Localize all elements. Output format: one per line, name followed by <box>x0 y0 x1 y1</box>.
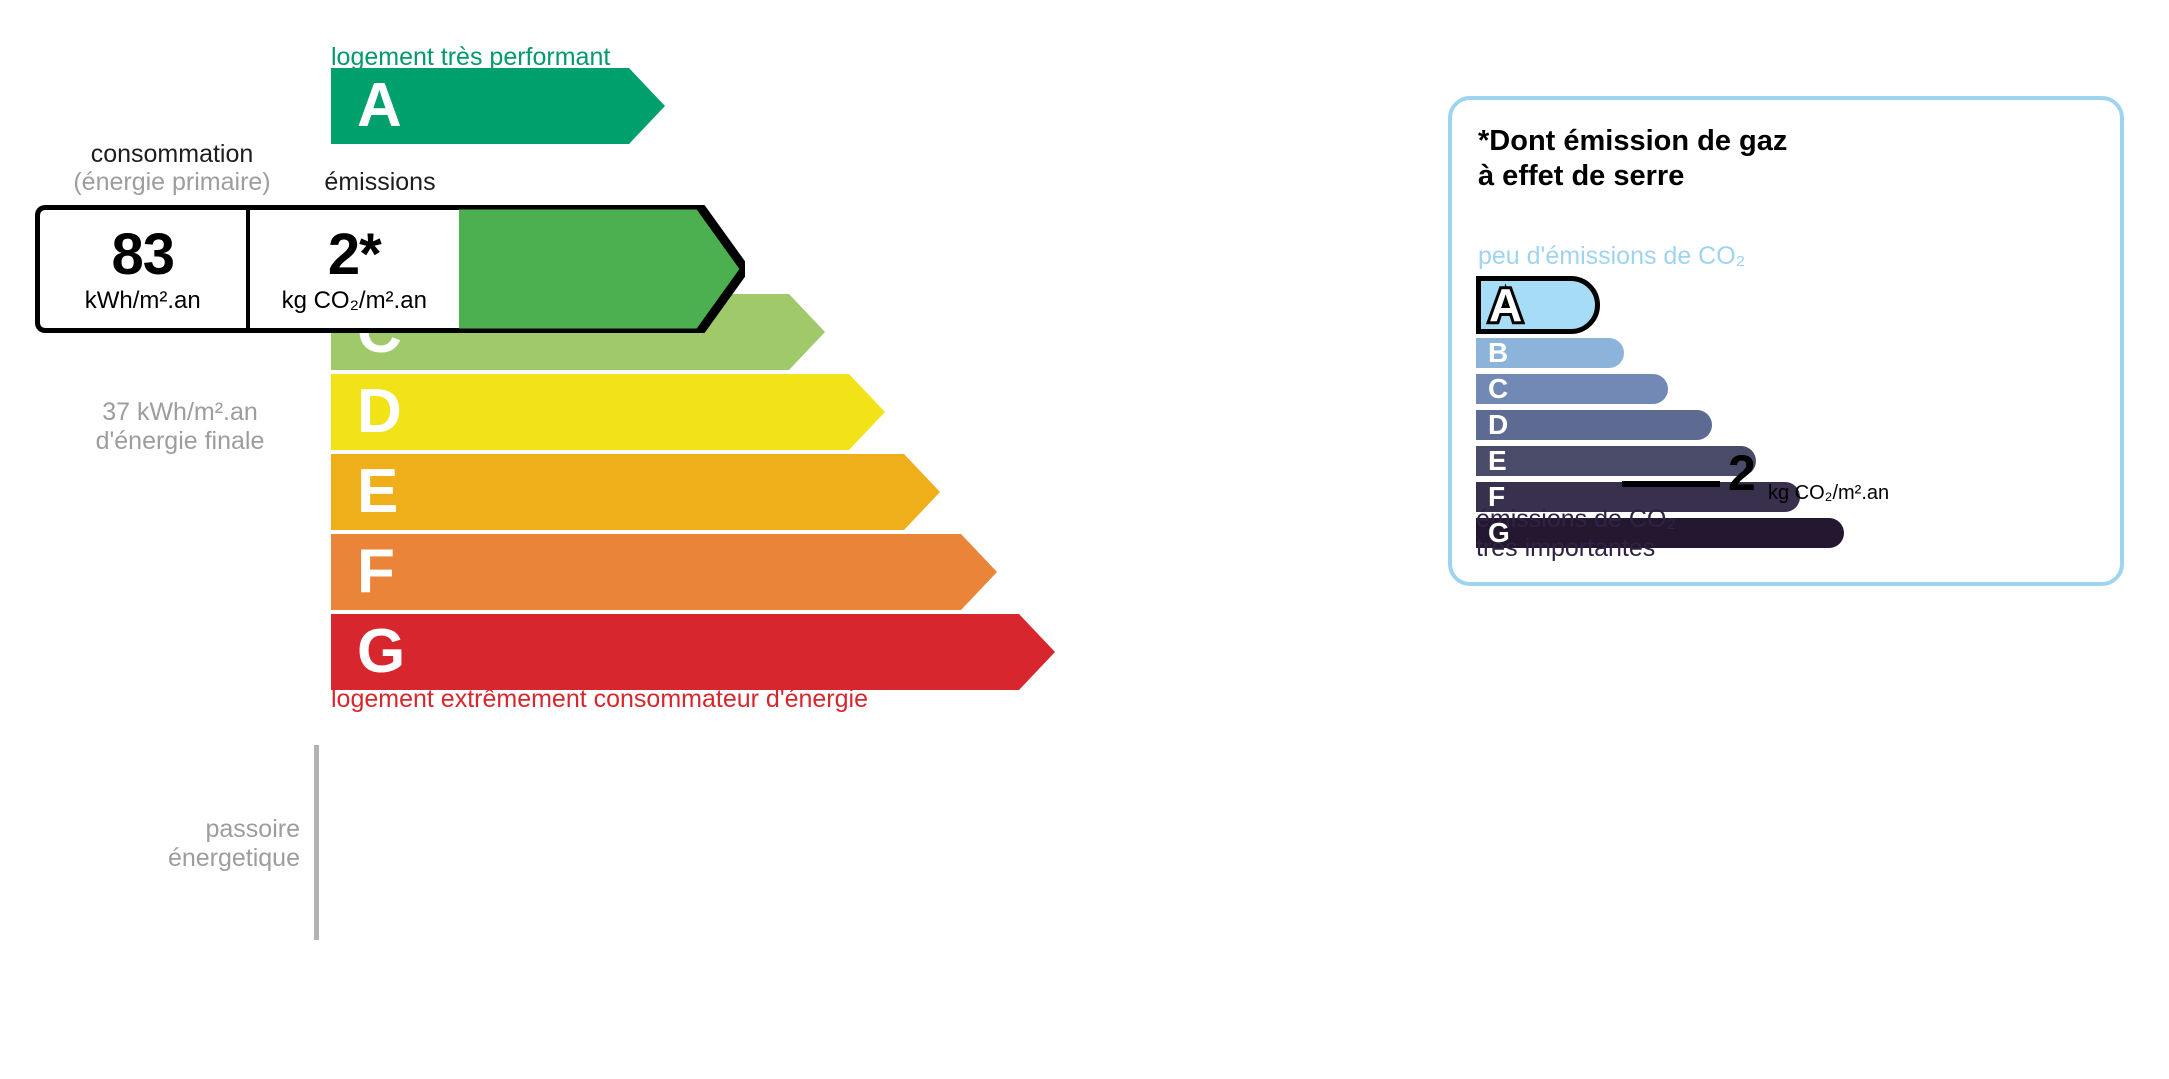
co2-bar-fill-e <box>1476 446 1756 476</box>
consumption-heading-main: consommation <box>90 140 254 168</box>
co2-bar-fill-b <box>1476 338 1624 368</box>
emissions-column-heading: émissions <box>324 168 436 196</box>
energy-bar-shape-d <box>331 374 885 450</box>
co2-bar-letter-b: B <box>1488 337 1509 368</box>
co2-bar-fill-f <box>1476 482 1800 512</box>
energy-scale-top-caption: logement très performant <box>331 43 611 71</box>
passoire-bracket-line <box>314 745 319 940</box>
co2-title-line2: à effet de serre <box>1478 159 1685 192</box>
consumption-unit: kWh/m².an <box>84 287 201 315</box>
co2-bar-letter-c: C <box>1488 373 1509 404</box>
energy-bar-e: E <box>331 454 940 530</box>
final-energy-note: 37 kWh/m².an d'énergie finale <box>35 398 325 456</box>
energy-bar-shape-e <box>331 454 940 530</box>
emissions-value: 2* <box>327 221 382 287</box>
co2-bar-letter-g: G <box>1488 517 1510 548</box>
consumption-value-cell: 83 kWh/m².an <box>40 210 250 328</box>
co2-bar-fill-d <box>1476 410 1712 440</box>
emissions-unit: kg CO₂/m².an <box>281 287 427 315</box>
co2-bar-letter-e: E <box>1488 445 1507 476</box>
co2-bar-fill-a <box>1476 276 1600 334</box>
co2-bar-b: B <box>1476 338 1624 368</box>
co2-bar-g: G <box>1476 518 1844 548</box>
passoire-line2: énergetique <box>167 843 300 872</box>
passoire-line1: passoire <box>205 815 301 843</box>
co2-bar-e: E <box>1476 446 1756 476</box>
consumption-heading-sub: (énergie primaire) <box>73 168 271 196</box>
co2-bottom-caption: émissions de CO₂ très importantes <box>1476 505 1676 563</box>
energy-bar-shape-g <box>331 614 1055 690</box>
co2-bottom-line1: émissions de CO₂ <box>1476 505 1677 533</box>
final-energy-line2: d'énergie finale <box>95 426 265 455</box>
consumption-column-heading: consommation (énergie primaire) <box>42 140 302 196</box>
co2-bar-fill-g <box>1476 518 1844 548</box>
co2-bar-f: F <box>1476 482 1800 512</box>
final-energy-line1: 37 kWh/m².an <box>102 398 258 426</box>
co2-bar-letter-a: A <box>1486 279 1525 331</box>
co2-value-unit: kg CO₂/m².an <box>1768 482 1890 504</box>
co2-bar-a: A <box>1476 276 1600 334</box>
energy-consumption-panel: logement très performant consommation (é… <box>35 43 1055 940</box>
consumption-value: 83 <box>111 221 175 287</box>
co2-top-caption: peu d'émissions de CO₂ <box>1478 242 1746 270</box>
value-readout-box: 83 kWh/m².an 2* kg CO₂/m².an <box>35 205 459 333</box>
co2-value: 2 <box>1728 445 1756 501</box>
passoire-energetique-label: passoire énergetique <box>120 815 300 873</box>
co2-leader-line <box>1622 481 1720 487</box>
energy-bar-g: G <box>331 614 1055 690</box>
co2-bar-fill-c <box>1476 374 1668 404</box>
energy-bar-f: F <box>331 534 997 610</box>
co2-emissions-panel: *Dont émission de gaz à effet de serre p… <box>1448 96 2124 586</box>
energy-bar-a: A <box>331 68 665 144</box>
co2-bar-letter-d: D <box>1488 409 1509 440</box>
co2-bottom-line2: très importantes <box>1476 533 1656 562</box>
energy-bar-shape-a <box>331 68 665 144</box>
energy-scale-bottom-caption: logement extrêmement consommateur d'éner… <box>331 685 868 713</box>
energy-bar-shape-f <box>331 534 997 610</box>
co2-bar-c: C <box>1476 374 1668 404</box>
co2-title-line1: *Dont émission de gaz <box>1478 125 1788 157</box>
co2-bar-letter-f: F <box>1488 481 1506 512</box>
co2-bar-d: D <box>1476 410 1712 440</box>
co2-panel-title: *Dont émission de gaz à effet de serre <box>1478 124 1787 194</box>
energy-class-bars: ABCDEFG <box>331 68 1055 690</box>
energy-bar-d: D <box>331 374 885 450</box>
emissions-value-cell: 2* kg CO₂/m².an <box>250 210 460 328</box>
